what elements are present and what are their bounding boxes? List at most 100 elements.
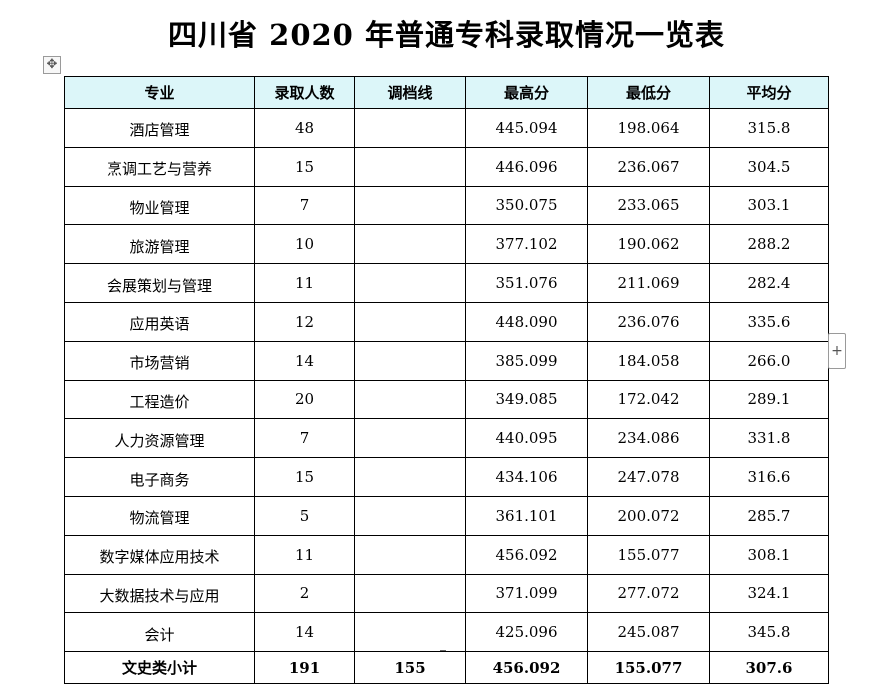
table-row: 烹调工艺与营养 15 446.096 236.067 304.5: [64, 146, 829, 187]
cell-max: 456.092: [465, 534, 588, 575]
cell-avg: 324.1: [709, 573, 829, 614]
cell-max: 385.099: [465, 340, 588, 381]
cell-admitted: 20: [254, 379, 355, 420]
cell-admitted: 7: [254, 418, 355, 459]
cell-min: 236.067: [587, 146, 710, 187]
cell-cutoff: [354, 146, 466, 187]
cell-major: 大数据技术与应用: [64, 573, 255, 614]
cell-min: 277.072: [587, 573, 710, 614]
cell-major: 市场营销: [64, 340, 255, 381]
cell-min: 245.087: [587, 612, 710, 653]
cell-avg: 303.1: [709, 185, 829, 226]
cell-min: 247.078: [587, 457, 710, 497]
cell-major: 电子商务: [64, 457, 255, 497]
cell-avg: 307.6: [709, 651, 829, 684]
cell-max: 371.099: [465, 573, 588, 614]
cell-major: 物流管理: [64, 495, 255, 536]
header-cutoff: 调档线: [354, 76, 466, 109]
cell-max: 445.094: [465, 108, 588, 148]
table-row: 应用英语 12 448.090 236.076 335.6: [64, 301, 829, 342]
cell-avg: 285.7: [709, 495, 829, 536]
cell-min: 211.069: [587, 263, 710, 303]
cell-max: 351.076: [465, 263, 588, 303]
header-major: 专业: [64, 76, 255, 109]
move-icon[interactable]: ✥: [43, 56, 61, 74]
divider: [440, 650, 446, 651]
cell-cutoff: 155: [354, 651, 466, 684]
cell-major: 人力资源管理: [64, 418, 255, 459]
cell-admitted: 11: [254, 534, 355, 575]
header-avg: 平均分: [709, 76, 829, 109]
cell-admitted: 48: [254, 108, 355, 148]
cell-major: 应用英语: [64, 301, 255, 342]
cell-cutoff: [354, 340, 466, 381]
cell-cutoff: [354, 418, 466, 459]
cell-cutoff: [354, 108, 466, 148]
cell-max: 448.090: [465, 301, 588, 342]
page-title: 四川省 2020 年普通专科录取情况一览表: [168, 18, 725, 52]
cell-admitted: 14: [254, 340, 355, 381]
cell-avg: 331.8: [709, 418, 829, 459]
cell-avg: 266.0: [709, 340, 829, 381]
table-row: 会展策划与管理 11 351.076 211.069 282.4: [64, 263, 829, 303]
cell-max: 456.092: [465, 651, 588, 684]
table-row: 人力资源管理 7 440.095 234.086 331.8: [64, 418, 829, 459]
cell-min: 190.062: [587, 224, 710, 265]
table-row: 大数据技术与应用 2 371.099 277.072 324.1: [64, 573, 829, 614]
cell-min: 172.042: [587, 379, 710, 420]
cell-min: 198.064: [587, 108, 710, 148]
table-row: 物业管理 7 350.075 233.065 303.1: [64, 185, 829, 226]
cell-major: 数字媒体应用技术: [64, 534, 255, 575]
cell-min: 236.076: [587, 301, 710, 342]
cell-max: 350.075: [465, 185, 588, 226]
cell-avg: 335.6: [709, 301, 829, 342]
cell-major: 酒店管理: [64, 108, 255, 148]
cell-max: 377.102: [465, 224, 588, 265]
cell-avg: 345.8: [709, 612, 829, 653]
table-row: 市场营销 14 385.099 184.058 266.0: [64, 340, 829, 381]
table-row: 物流管理 5 361.101 200.072 285.7: [64, 495, 829, 536]
cell-min: 234.086: [587, 418, 710, 459]
cell-avg: 308.1: [709, 534, 829, 575]
header-min: 最低分: [587, 76, 710, 109]
table-row: 工程造价 20 349.085 172.042 289.1: [64, 379, 829, 420]
cell-admitted: 15: [254, 146, 355, 187]
cell-major: 会展策划与管理: [64, 263, 255, 303]
cell-admitted: 15: [254, 457, 355, 497]
header-max: 最高分: [465, 76, 588, 109]
cell-min: 233.065: [587, 185, 710, 226]
cell-max: 349.085: [465, 379, 588, 420]
table-header-row: 专业 录取人数 调档线 最高分 最低分 平均分: [64, 76, 829, 109]
cell-cutoff: [354, 379, 466, 420]
cell-cutoff: [354, 301, 466, 342]
cell-major: 会计: [64, 612, 255, 653]
plus-icon[interactable]: +: [828, 333, 846, 369]
cell-min: 184.058: [587, 340, 710, 381]
table-row: 酒店管理 48 445.094 198.064 315.8: [64, 108, 829, 148]
table-total-row: 文史类小计 191 155 456.092 155.077 307.6: [64, 651, 829, 684]
cell-major: 物业管理: [64, 185, 255, 226]
cell-major: 文史类小计: [64, 651, 255, 684]
cell-admitted: 11: [254, 263, 355, 303]
cell-avg: 288.2: [709, 224, 829, 265]
cell-avg: 289.1: [709, 379, 829, 420]
cell-admitted: 2: [254, 573, 355, 614]
table-row: 旅游管理 10 377.102 190.062 288.2: [64, 224, 829, 265]
cell-avg: 304.5: [709, 146, 829, 187]
cell-major: 工程造价: [64, 379, 255, 420]
header-admitted: 录取人数: [254, 76, 355, 109]
cell-min: 200.072: [587, 495, 710, 536]
cell-admitted: 10: [254, 224, 355, 265]
cell-max: 425.096: [465, 612, 588, 653]
cell-major: 烹调工艺与营养: [64, 146, 255, 187]
cell-cutoff: [354, 224, 466, 265]
cell-cutoff: [354, 534, 466, 575]
cell-admitted: 7: [254, 185, 355, 226]
cell-admitted: 14: [254, 612, 355, 653]
cell-cutoff: [354, 457, 466, 497]
cell-admitted: 191: [254, 651, 355, 684]
table-row: 数字媒体应用技术 11 456.092 155.077 308.1: [64, 534, 829, 575]
cell-avg: 315.8: [709, 108, 829, 148]
table-row: 电子商务 15 434.106 247.078 316.6: [64, 457, 829, 497]
cell-cutoff: [354, 612, 466, 653]
